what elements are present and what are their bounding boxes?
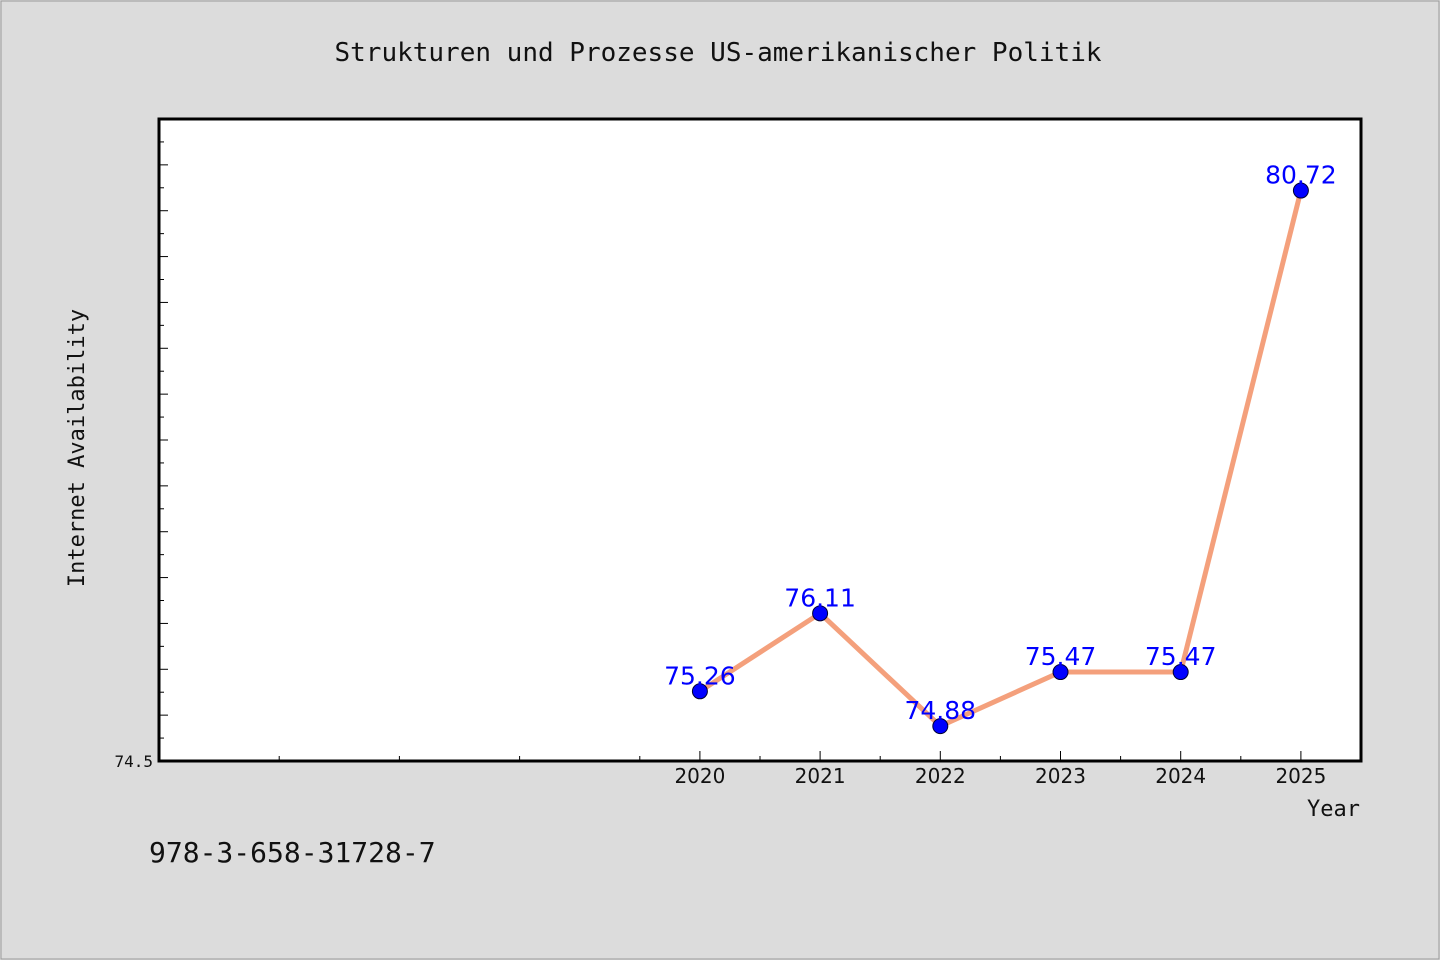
x-axis-label: Year [1307,797,1360,822]
x-tick-label: 2022 [915,764,966,788]
series-group: 75.26 76.11 74.88 75.47 75.47 80.72 [664,161,1337,735]
data-point-label: 75.47 [1025,642,1097,671]
y-tick-label: 74.5 [114,752,153,771]
data-point-marker [1292,182,1309,199]
data-point-marker [812,605,829,622]
x-tick-label: 2023 [1035,764,1086,788]
data-point-marker [1052,664,1069,681]
data-point-label: 74.88 [905,696,977,725]
series-line [697,188,1304,729]
x-tick-label: 2025 [1275,764,1326,788]
x-axis-ticks: 2020 2021 2022 2023 2024 2025 [674,751,1326,788]
x-tick-label: 2020 [674,764,725,788]
data-point-label: 80.72 [1265,161,1337,190]
data-point-label: 76.11 [784,583,856,612]
chart-title: Strukturen und Prozesse US-amerikanische… [334,38,1101,68]
data-point-marker [691,683,708,700]
data-point-marker [1172,664,1189,681]
y-axis-label: Internet Availability [65,309,90,587]
data-point-marker [932,718,949,735]
data-point-label: 75.47 [1145,642,1217,671]
isbn-text: 978-3-658-31728-7 [149,836,436,869]
data-point-label: 75.26 [664,661,736,690]
x-tick-label: 2021 [795,764,846,788]
plot-frame [157,117,1363,763]
x-tick-label: 2024 [1155,764,1206,788]
